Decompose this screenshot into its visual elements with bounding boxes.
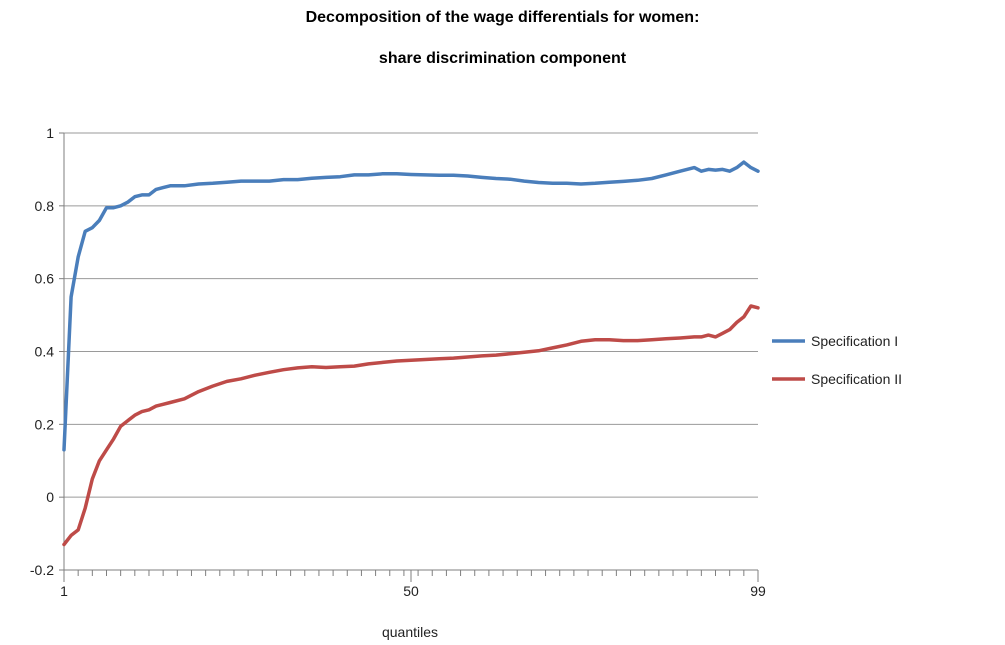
chart-title: Decomposition of the wage differentials … xyxy=(305,9,700,26)
series-lines xyxy=(62,160,760,547)
x-tick-label: 99 xyxy=(750,583,766,599)
series-line-1 xyxy=(62,160,760,452)
x-axis-label: quantiles xyxy=(382,624,438,640)
legend-label-2: Specification II xyxy=(811,371,902,387)
legend-label-1: Specification I xyxy=(811,333,898,349)
y-tick-label: -0.2 xyxy=(30,562,54,578)
y-tick-label: 0.6 xyxy=(35,271,55,287)
series-line-2 xyxy=(62,304,760,547)
legend: Specification I Specification II xyxy=(772,333,902,387)
y-tick-label: 0 xyxy=(46,489,54,505)
axes: -0.2 0 0.2 0.4 0.6 0.8 1 1 50 99 xyxy=(30,125,766,599)
chart-subtitle: share discrimination component xyxy=(378,50,627,67)
x-tick-label: 1 xyxy=(60,583,68,599)
y-tick-label: 1 xyxy=(46,125,54,141)
gridlines xyxy=(64,132,758,571)
y-tick-label: 0.4 xyxy=(35,344,55,360)
x-tick-label: 50 xyxy=(403,583,419,599)
y-tick-label: 0.2 xyxy=(35,416,55,432)
y-tick-label: 0.8 xyxy=(35,198,55,214)
